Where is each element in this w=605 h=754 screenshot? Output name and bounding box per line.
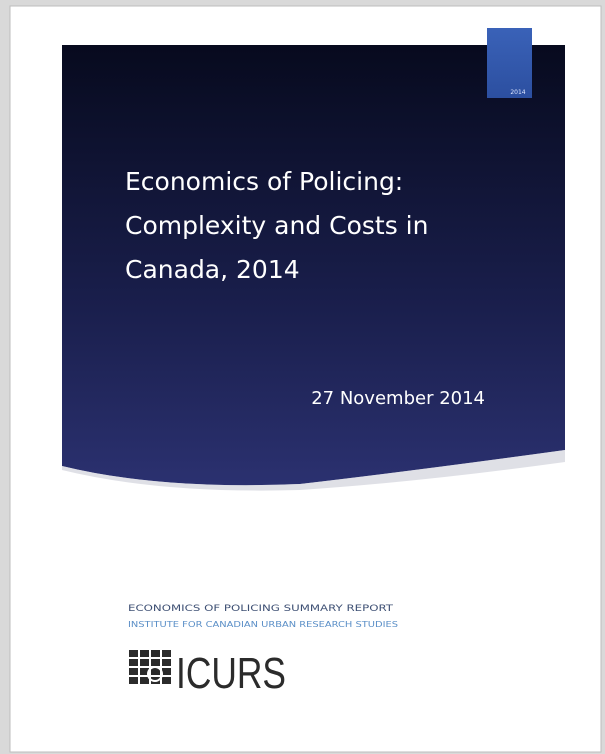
institute-line: INSTITUTE FOR CANADIAN URBAN RESEARCH ST… bbox=[128, 620, 398, 629]
logo-text: ICURS bbox=[176, 649, 286, 698]
title-line: Canada, 2014 bbox=[125, 255, 300, 284]
tab-label: 2014 bbox=[510, 89, 525, 96]
report-line: ECONOMICS OF POLICING SUMMARY REPORT bbox=[128, 604, 394, 614]
panel-curve bbox=[62, 450, 565, 491]
title-panel bbox=[62, 45, 565, 486]
year-tab bbox=[487, 28, 532, 98]
title-line: Complexity and Costs in bbox=[125, 211, 428, 240]
date: 27 November 2014 bbox=[311, 388, 485, 409]
title-line: Economics of Policing: bbox=[125, 167, 403, 196]
logo-icon bbox=[129, 650, 171, 684]
